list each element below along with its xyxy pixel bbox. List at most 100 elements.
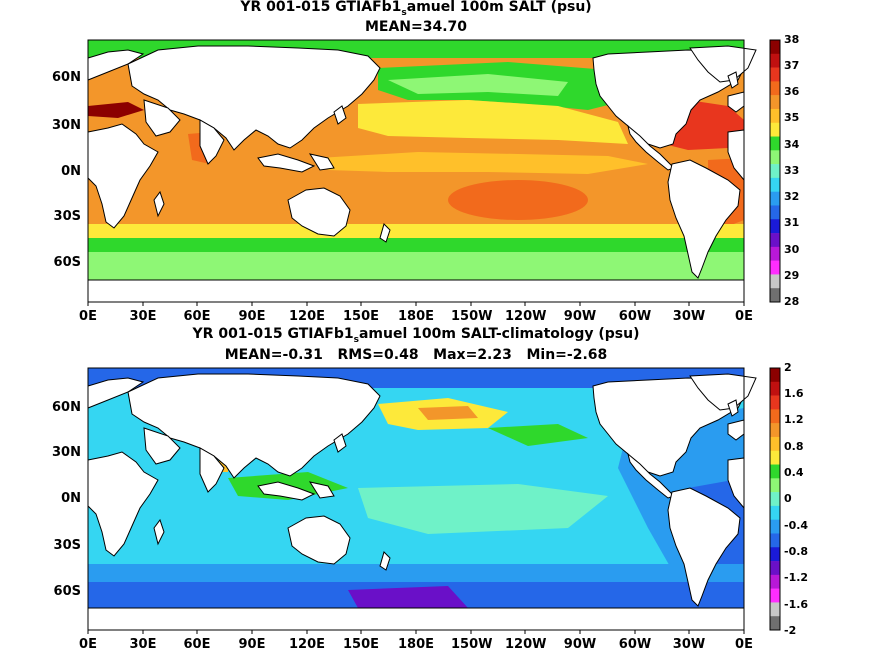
top-med-salty [88, 102, 144, 118]
bottom-colorbar-tick: -1.2 [784, 571, 809, 584]
top-colorbar-frame [769, 39, 781, 303]
bottom-colorbar-swatch [770, 574, 780, 589]
bottom-lon-label: 30W [672, 637, 706, 652]
top-colorbar-swatch [770, 205, 780, 220]
bottom-lon-label: 120E [288, 637, 326, 652]
bottom-stats: MEAN=-0.31 RMS=0.48 Max=2.23 Min=-2.68 [224, 347, 608, 363]
top-lon-label: 90E [238, 309, 266, 324]
bottom-colorbar-swatch [770, 423, 780, 438]
top-stats: MEAN=34.70 [364, 19, 468, 35]
top-so-lightgreen [88, 252, 744, 280]
top-colorbar-tick: 28 [784, 295, 800, 308]
bottom-colorbar-swatch [770, 450, 780, 465]
bottom-colorbar-swatch [770, 478, 780, 493]
top-colorbar-swatch [770, 122, 780, 137]
top-colorbar-swatch [770, 233, 780, 248]
top-colorbar-swatch [770, 164, 780, 179]
bottom-map [87, 367, 757, 631]
bottom-colorbar-tick: -2 [784, 624, 797, 637]
top-lat-label: 30S [53, 209, 81, 224]
top-lon-label: 0E [735, 309, 753, 324]
bottom-lon-label: 90W [563, 637, 597, 652]
top-so-green [88, 238, 744, 252]
top-lon-label: 150E [342, 309, 380, 324]
bottom-pacific-aqua [358, 484, 608, 534]
top-lon-label: 0E [79, 309, 97, 324]
top-so-yellow [88, 224, 744, 238]
top-equatorial-band [318, 152, 648, 174]
top-lon-label: 120W [505, 309, 547, 324]
bottom-lat-label: 60N [52, 400, 81, 415]
bottom-colorbar-tick: -1.6 [784, 598, 809, 611]
bottom-title: YR 001-015 GTIAFb1samuel 100m SALT-clima… [192, 326, 640, 345]
top-colorbar-tick: 30 [784, 243, 800, 256]
bottom-axis-ticks [87, 630, 745, 634]
top-colorbar-swatch [770, 40, 780, 55]
top-lon-label: 60W [618, 309, 652, 324]
top-lat-label: 0N [61, 164, 81, 179]
top-colorbar-swatch [770, 150, 780, 165]
top-map [87, 39, 757, 303]
bottom-colorbar-swatch [770, 519, 780, 534]
bottom-colorbar-tick: 2 [784, 361, 792, 374]
bottom-ross-purple [348, 586, 468, 608]
bottom-colorbar-swatch [770, 547, 780, 562]
top-lon-label: 180E [397, 309, 435, 324]
top-lat-label: 30N [52, 118, 81, 133]
bottom-lat-label: 60S [53, 584, 81, 599]
top-colorbar-tick: 31 [784, 216, 800, 229]
top-title: YR 001-015 GTIAFb1samuel 100m SALT (psu) [240, 0, 592, 18]
top-colorbar [769, 39, 781, 303]
bottom-so-blue [88, 564, 744, 582]
bottom-lon-label: 120W [505, 637, 547, 652]
bottom-colorbar-tick: 0.4 [784, 466, 804, 479]
bottom-colorbar-tick: -0.4 [784, 519, 809, 532]
top-colorbar-swatch [770, 53, 780, 68]
top-lon-label: 90W [563, 309, 597, 324]
top-lon-label: 150W [451, 309, 493, 324]
bottom-colorbar-swatch [770, 492, 780, 507]
top-colorbar-tick: 36 [784, 85, 800, 98]
top-colorbar-tick: 38 [784, 33, 800, 46]
bottom-npacific-orange [418, 406, 478, 420]
top-colorbar-swatch [770, 260, 780, 275]
bottom-colorbar-swatch [770, 588, 780, 603]
top-colorbar-tick: 34 [784, 138, 800, 151]
bottom-colorbar-tick: 0 [784, 492, 792, 505]
top-colorbar-swatch [770, 81, 780, 96]
bottom-pacific-green [488, 424, 588, 446]
top-npacific-fresh-core [388, 74, 568, 96]
bottom-lon-label: 60E [183, 637, 211, 652]
top-colorbar-tick: 29 [784, 269, 800, 282]
top-colorbar-swatch [770, 288, 780, 303]
top-colorbar-swatch [770, 191, 780, 206]
bottom-lon-label: 90E [238, 637, 266, 652]
bottom-colorbar-swatch [770, 561, 780, 576]
top-lon-label: 120E [288, 309, 326, 324]
bottom-lon-label: 150E [342, 637, 380, 652]
top-colorbar-tick: 33 [784, 164, 800, 177]
bottom-colorbar-swatch [770, 381, 780, 396]
bottom-lon-label: 60W [618, 637, 652, 652]
bottom-lat-label: 30S [53, 538, 81, 553]
bottom-colorbar-swatch [770, 602, 780, 617]
bottom-colorbar-tick: 1.2 [784, 413, 804, 426]
bottom-lon-label: 30E [129, 637, 157, 652]
top-colorbar-swatch [770, 67, 780, 82]
top-spacific-core [448, 180, 588, 220]
bottom-lon-label: 150W [451, 637, 493, 652]
top-colorbar-tick: 35 [784, 111, 800, 124]
bottom-colorbar-tick: 0.8 [784, 440, 804, 453]
bottom-colorbar-swatch [770, 409, 780, 424]
bottom-colorbar-tick: 1.6 [784, 387, 804, 400]
top-colorbar-swatch [770, 136, 780, 151]
bottom-lon-label: 180E [397, 637, 435, 652]
top-lat-label: 60S [53, 255, 81, 270]
top-colorbar-swatch [770, 177, 780, 192]
top-colorbar-swatch [770, 108, 780, 124]
top-colorbar-swatch [770, 95, 780, 110]
top-lon-label: 30E [129, 309, 157, 324]
top-lon-label: 60E [183, 309, 211, 324]
top-colorbar-tick: 32 [784, 190, 800, 203]
bottom-colorbar [769, 367, 781, 631]
